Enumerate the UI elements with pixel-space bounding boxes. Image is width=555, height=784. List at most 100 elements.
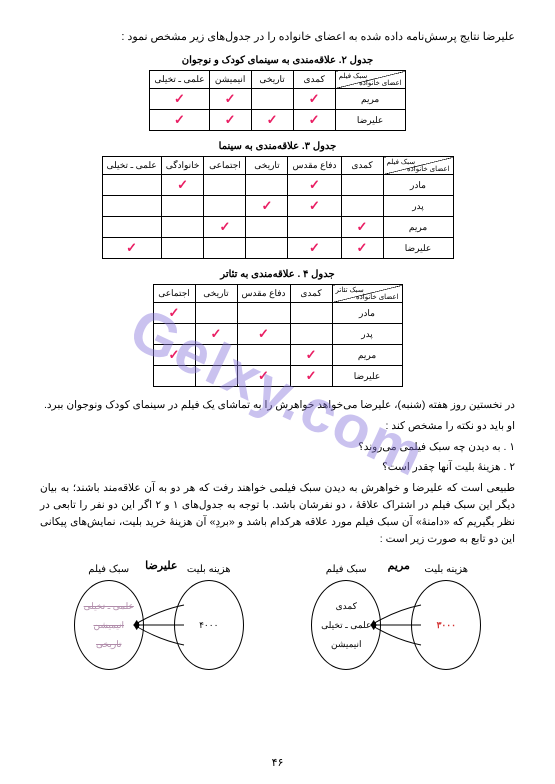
cell: ✓ (293, 89, 335, 110)
intro-text: علیرضا نتایج پرسش‌نامه داده شده به اعضای… (40, 30, 515, 43)
row-name: علیرضا (383, 238, 453, 259)
cell: ✓ (102, 238, 161, 259)
cell: ✓ (237, 366, 290, 387)
col-header: اجتماعی (204, 157, 246, 175)
table2: سبک فیلماعضای خانوادهکمدیدفاع مقدستاریخی… (102, 156, 454, 259)
para2: او باید دو نکته را مشخص کند : (40, 418, 515, 435)
venn2-item2: تاریخی (96, 639, 121, 650)
cell: ✓ (290, 345, 332, 366)
cell: ✓ (209, 110, 251, 131)
cell: ✓ (150, 89, 209, 110)
cell: ✓ (153, 303, 195, 324)
cell (288, 217, 341, 238)
cell (102, 217, 161, 238)
table1-title: جدول ۲. علاقه‌مندی به سینمای کودک و نوجو… (40, 55, 515, 66)
cell (161, 217, 204, 238)
col-header: تاریخی (195, 285, 237, 303)
cell (161, 238, 204, 259)
cell (153, 366, 195, 387)
para1: در نخستین روز هفته (شنبه)، علیرضا می‌خوا… (40, 397, 515, 414)
venn2-price: ۴۰۰۰ (199, 620, 218, 631)
cell (102, 175, 161, 196)
cell: ✓ (153, 345, 195, 366)
col-header: کمدی (293, 71, 335, 89)
row-name: مریم (332, 345, 402, 366)
venn2-item0: علمی ـ تخیلی (84, 601, 134, 612)
col-header: تاریخی (246, 157, 288, 175)
cell: ✓ (293, 110, 335, 131)
venn1-item0: کمدی (336, 601, 357, 612)
venn2: هزینه بلیت ۴۰۰۰ سبک فیلم علمی ـ تخیلی ان… (74, 580, 244, 670)
row-name: علیرضا (332, 366, 402, 387)
cell (251, 89, 293, 110)
cell: ✓ (288, 175, 341, 196)
col-header: خانوادگی (161, 157, 204, 175)
row-name: مادر (332, 303, 402, 324)
table3: سبک تئاتراعضای خانوادهکمدیدفاع مقدستاریخ… (153, 284, 403, 387)
cell (195, 366, 237, 387)
cell (341, 175, 383, 196)
col-header: کمدی (341, 157, 383, 175)
venn2-item1: انیمیشن (93, 620, 124, 631)
cell: ✓ (209, 89, 251, 110)
cell (237, 303, 290, 324)
venn1-item1: علمی ـ تخیلی (321, 620, 371, 631)
para3: ۱ . به دیدن چه سبک فیلمی می‌روند؟ (40, 439, 515, 456)
cell (102, 196, 161, 217)
cell: ✓ (288, 196, 341, 217)
para4: ۲ . هزینۀ بلیت آنها چقدر است؟ (40, 459, 515, 476)
cell (195, 303, 237, 324)
cell: ✓ (246, 196, 288, 217)
row-name: علیرضا (335, 110, 405, 131)
para5: طبیعی است که علیرضا و خواهرش به دیدن سبک… (40, 480, 515, 547)
col-header: علمی ـ تخیلی (102, 157, 161, 175)
cell: ✓ (161, 175, 204, 196)
row-name: مریم (335, 89, 405, 110)
cell (246, 175, 288, 196)
cell: ✓ (204, 217, 246, 238)
table3-title: جدول ۴ . علاقه‌مندی به تئاتر (40, 269, 515, 280)
venn-diagrams: هزینه بلیت ۳۰۰۰ سبک فیلم کمدی علمی ـ تخی… (40, 580, 515, 670)
cell (161, 196, 204, 217)
col-header: تاریخی (251, 71, 293, 89)
cell (341, 196, 383, 217)
table1: سبک فیلماعضای خانوادهکمدیتاریخیانیمیشنعل… (149, 70, 405, 131)
col-header: اجتماعی (153, 285, 195, 303)
cell (204, 238, 246, 259)
cell: ✓ (150, 110, 209, 131)
col-header: دفاع مقدس (237, 285, 290, 303)
cell: ✓ (195, 324, 237, 345)
row-name: پدر (383, 196, 453, 217)
row-name: مریم (383, 217, 453, 238)
venn1-right-ellipse: کمدی علمی ـ تخیلی انیمیشن (311, 580, 381, 670)
cell: ✓ (288, 238, 341, 259)
venn1-left-ellipse: ۳۰۰۰ (411, 580, 481, 670)
cell: ✓ (341, 217, 383, 238)
col-header: انیمیشن (209, 71, 251, 89)
cell: ✓ (290, 366, 332, 387)
venn1-left-label: هزینه بلیت (411, 564, 481, 575)
venn2-left-label: هزینه بلیت (174, 564, 244, 575)
row-name: مادر (383, 175, 453, 196)
table2-title: جدول ۳. علاقه‌مندی به سینما (40, 141, 515, 152)
venn2-right-label: سبک فیلم (74, 564, 144, 575)
cell (246, 217, 288, 238)
cell (290, 324, 332, 345)
venn2-left-ellipse: ۴۰۰۰ (174, 580, 244, 670)
person1-name: مریم (388, 559, 410, 572)
cell: ✓ (341, 238, 383, 259)
cell (237, 345, 290, 366)
cell (153, 324, 195, 345)
cell (290, 303, 332, 324)
venn1-item2: انیمیشن (331, 639, 362, 650)
venn1-price: ۳۰۰۰ (437, 620, 456, 631)
venn1-right-label: سبک فیلم (311, 564, 381, 575)
person2-name: علیرضا (145, 559, 177, 572)
cell (204, 175, 246, 196)
cell (204, 196, 246, 217)
cell: ✓ (237, 324, 290, 345)
venn2-right-ellipse: علمی ـ تخیلی انیمیشن تاریخی (74, 580, 144, 670)
venn1: هزینه بلیت ۳۰۰۰ سبک فیلم کمدی علمی ـ تخی… (311, 580, 481, 670)
cell (195, 345, 237, 366)
col-header: علمی ـ تخیلی (150, 71, 209, 89)
